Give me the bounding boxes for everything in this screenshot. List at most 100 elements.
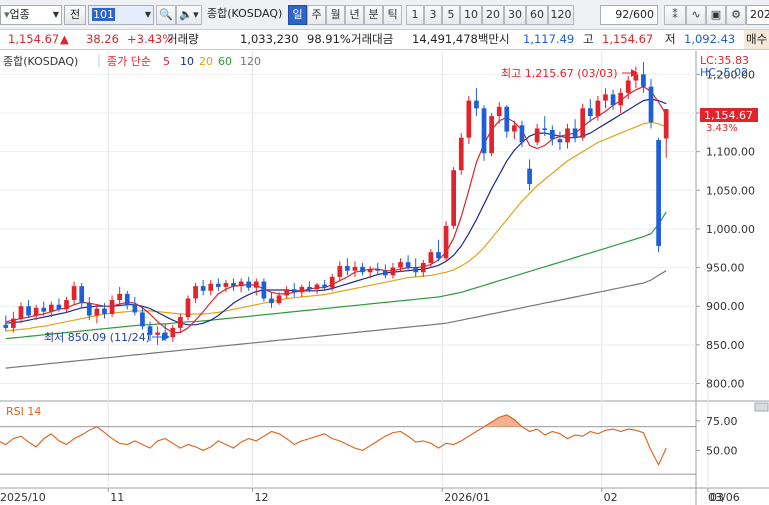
- y-tick-label: 850.00: [706, 339, 745, 352]
- candle-down: [504, 106, 510, 132]
- candle-down: [641, 74, 646, 87]
- chart-background: [0, 51, 769, 505]
- candle-up: [489, 116, 494, 154]
- candle-up: [458, 137, 464, 171]
- candle-down: [307, 286, 312, 290]
- candle-up: [71, 286, 77, 301]
- candle-up: [117, 293, 123, 301]
- x-tick-label: 11: [110, 491, 124, 504]
- candle-up: [94, 308, 100, 316]
- candle-up: [18, 306, 24, 319]
- moving-average-lines: [5, 86, 667, 369]
- candle-down: [542, 128, 548, 130]
- period-minute[interactable]: 분: [364, 5, 383, 25]
- date-field[interactable]: 2026: [746, 5, 769, 25]
- candle-down: [656, 140, 661, 246]
- count-field[interactable]: 92/600: [600, 5, 658, 25]
- period-week[interactable]: 주: [307, 5, 326, 25]
- volume-label: 거래량: [167, 32, 199, 46]
- candle-up: [299, 286, 305, 293]
- candle-up: [208, 283, 214, 291]
- candle-down: [79, 286, 85, 304]
- buy-tab[interactable]: 매수: [744, 30, 769, 49]
- legend-ma120: 120: [240, 55, 261, 68]
- candle-down: [140, 312, 145, 327]
- interval-20[interactable]: 20: [482, 5, 504, 25]
- candle-up: [238, 281, 244, 287]
- candle-down: [147, 326, 153, 335]
- interval-30[interactable]: 30: [504, 5, 526, 25]
- candle-up: [603, 94, 608, 101]
- save-icon[interactable]: ▣: [706, 5, 726, 25]
- candle-up: [580, 108, 586, 138]
- candles: [3, 61, 669, 345]
- candle-down: [413, 267, 419, 273]
- candle-up: [11, 318, 16, 328]
- volume-value: 1,033,230: [240, 32, 299, 46]
- y-tick-label: 800.00: [706, 378, 745, 391]
- rsi-tick-label: 50.00: [706, 444, 738, 457]
- x-tick-label: 2026/01: [444, 491, 490, 504]
- index-name: 종합(KOSDAQ): [207, 7, 283, 20]
- candle-down: [519, 125, 525, 143]
- ma5-line: [5, 86, 667, 334]
- candle-up: [451, 170, 457, 226]
- y-tick-label: 1,200.00: [706, 68, 755, 81]
- open-label: 시: [499, 32, 510, 46]
- ma60-line: [5, 211, 667, 340]
- period-year[interactable]: 년: [345, 5, 364, 25]
- candle-down: [405, 262, 411, 268]
- candle-down: [41, 307, 47, 312]
- draw-tool-icon[interactable]: ∿: [686, 5, 706, 25]
- candle-down: [3, 324, 9, 328]
- high-annotation: 최고 1,215.67 (03/03): [501, 67, 618, 80]
- crosshair-icon[interactable]: ⁑: [664, 5, 686, 25]
- candle-down: [215, 283, 221, 287]
- candle-up: [565, 128, 570, 143]
- pane-resize-handle[interactable]: [754, 402, 769, 412]
- speaker-icon[interactable]: 🔈▾: [176, 5, 202, 25]
- jeon-button[interactable]: 전: [64, 5, 86, 25]
- interval-10[interactable]: 10: [460, 5, 482, 25]
- candle-up: [193, 286, 198, 299]
- gear-icon[interactable]: ⚙: [726, 5, 746, 25]
- candle-down: [375, 269, 381, 271]
- candle-down: [56, 304, 62, 310]
- candle-up: [512, 125, 517, 132]
- legend-ma20: 20: [199, 55, 213, 68]
- candle-up: [329, 276, 335, 288]
- market-select[interactable]: ▾업종 ▼: [0, 5, 62, 25]
- candle-up: [314, 284, 320, 290]
- hc-label: HC:-5.02: [700, 66, 748, 79]
- x-tick-label: 03: [710, 491, 724, 504]
- interval-3[interactable]: 3: [424, 5, 442, 25]
- period-tick[interactable]: 틱: [383, 5, 402, 25]
- amount-label: 거래대금: [351, 32, 394, 46]
- candle-up: [633, 74, 639, 81]
- candle-up: [618, 92, 624, 106]
- interval-60[interactable]: 60: [526, 5, 548, 25]
- legend-ma5: 5: [163, 55, 170, 68]
- code-input[interactable]: 101 ▼: [88, 5, 154, 25]
- candle-down: [231, 283, 236, 287]
- candle-down: [572, 128, 578, 138]
- candle-down: [382, 270, 388, 276]
- period-month[interactable]: 월: [326, 5, 345, 25]
- candle-up: [420, 262, 426, 273]
- interval-120[interactable]: 120: [548, 5, 574, 25]
- interval-5[interactable]: 5: [442, 5, 460, 25]
- interval-1[interactable]: 1: [406, 5, 424, 25]
- search-icon[interactable]: 🔍: [156, 5, 176, 25]
- rsi-tick-label: 75.00: [706, 415, 738, 428]
- amount-value: 14,491,478백만: [412, 32, 500, 46]
- high-value: 1,154.67: [602, 32, 654, 46]
- high-label: 고: [583, 32, 594, 46]
- period-day[interactable]: 일: [288, 5, 307, 25]
- candle-up: [534, 128, 540, 143]
- candle-up: [284, 289, 290, 296]
- candle-down: [481, 108, 487, 154]
- legend-title: 종합(KOSDAQ): [3, 55, 78, 68]
